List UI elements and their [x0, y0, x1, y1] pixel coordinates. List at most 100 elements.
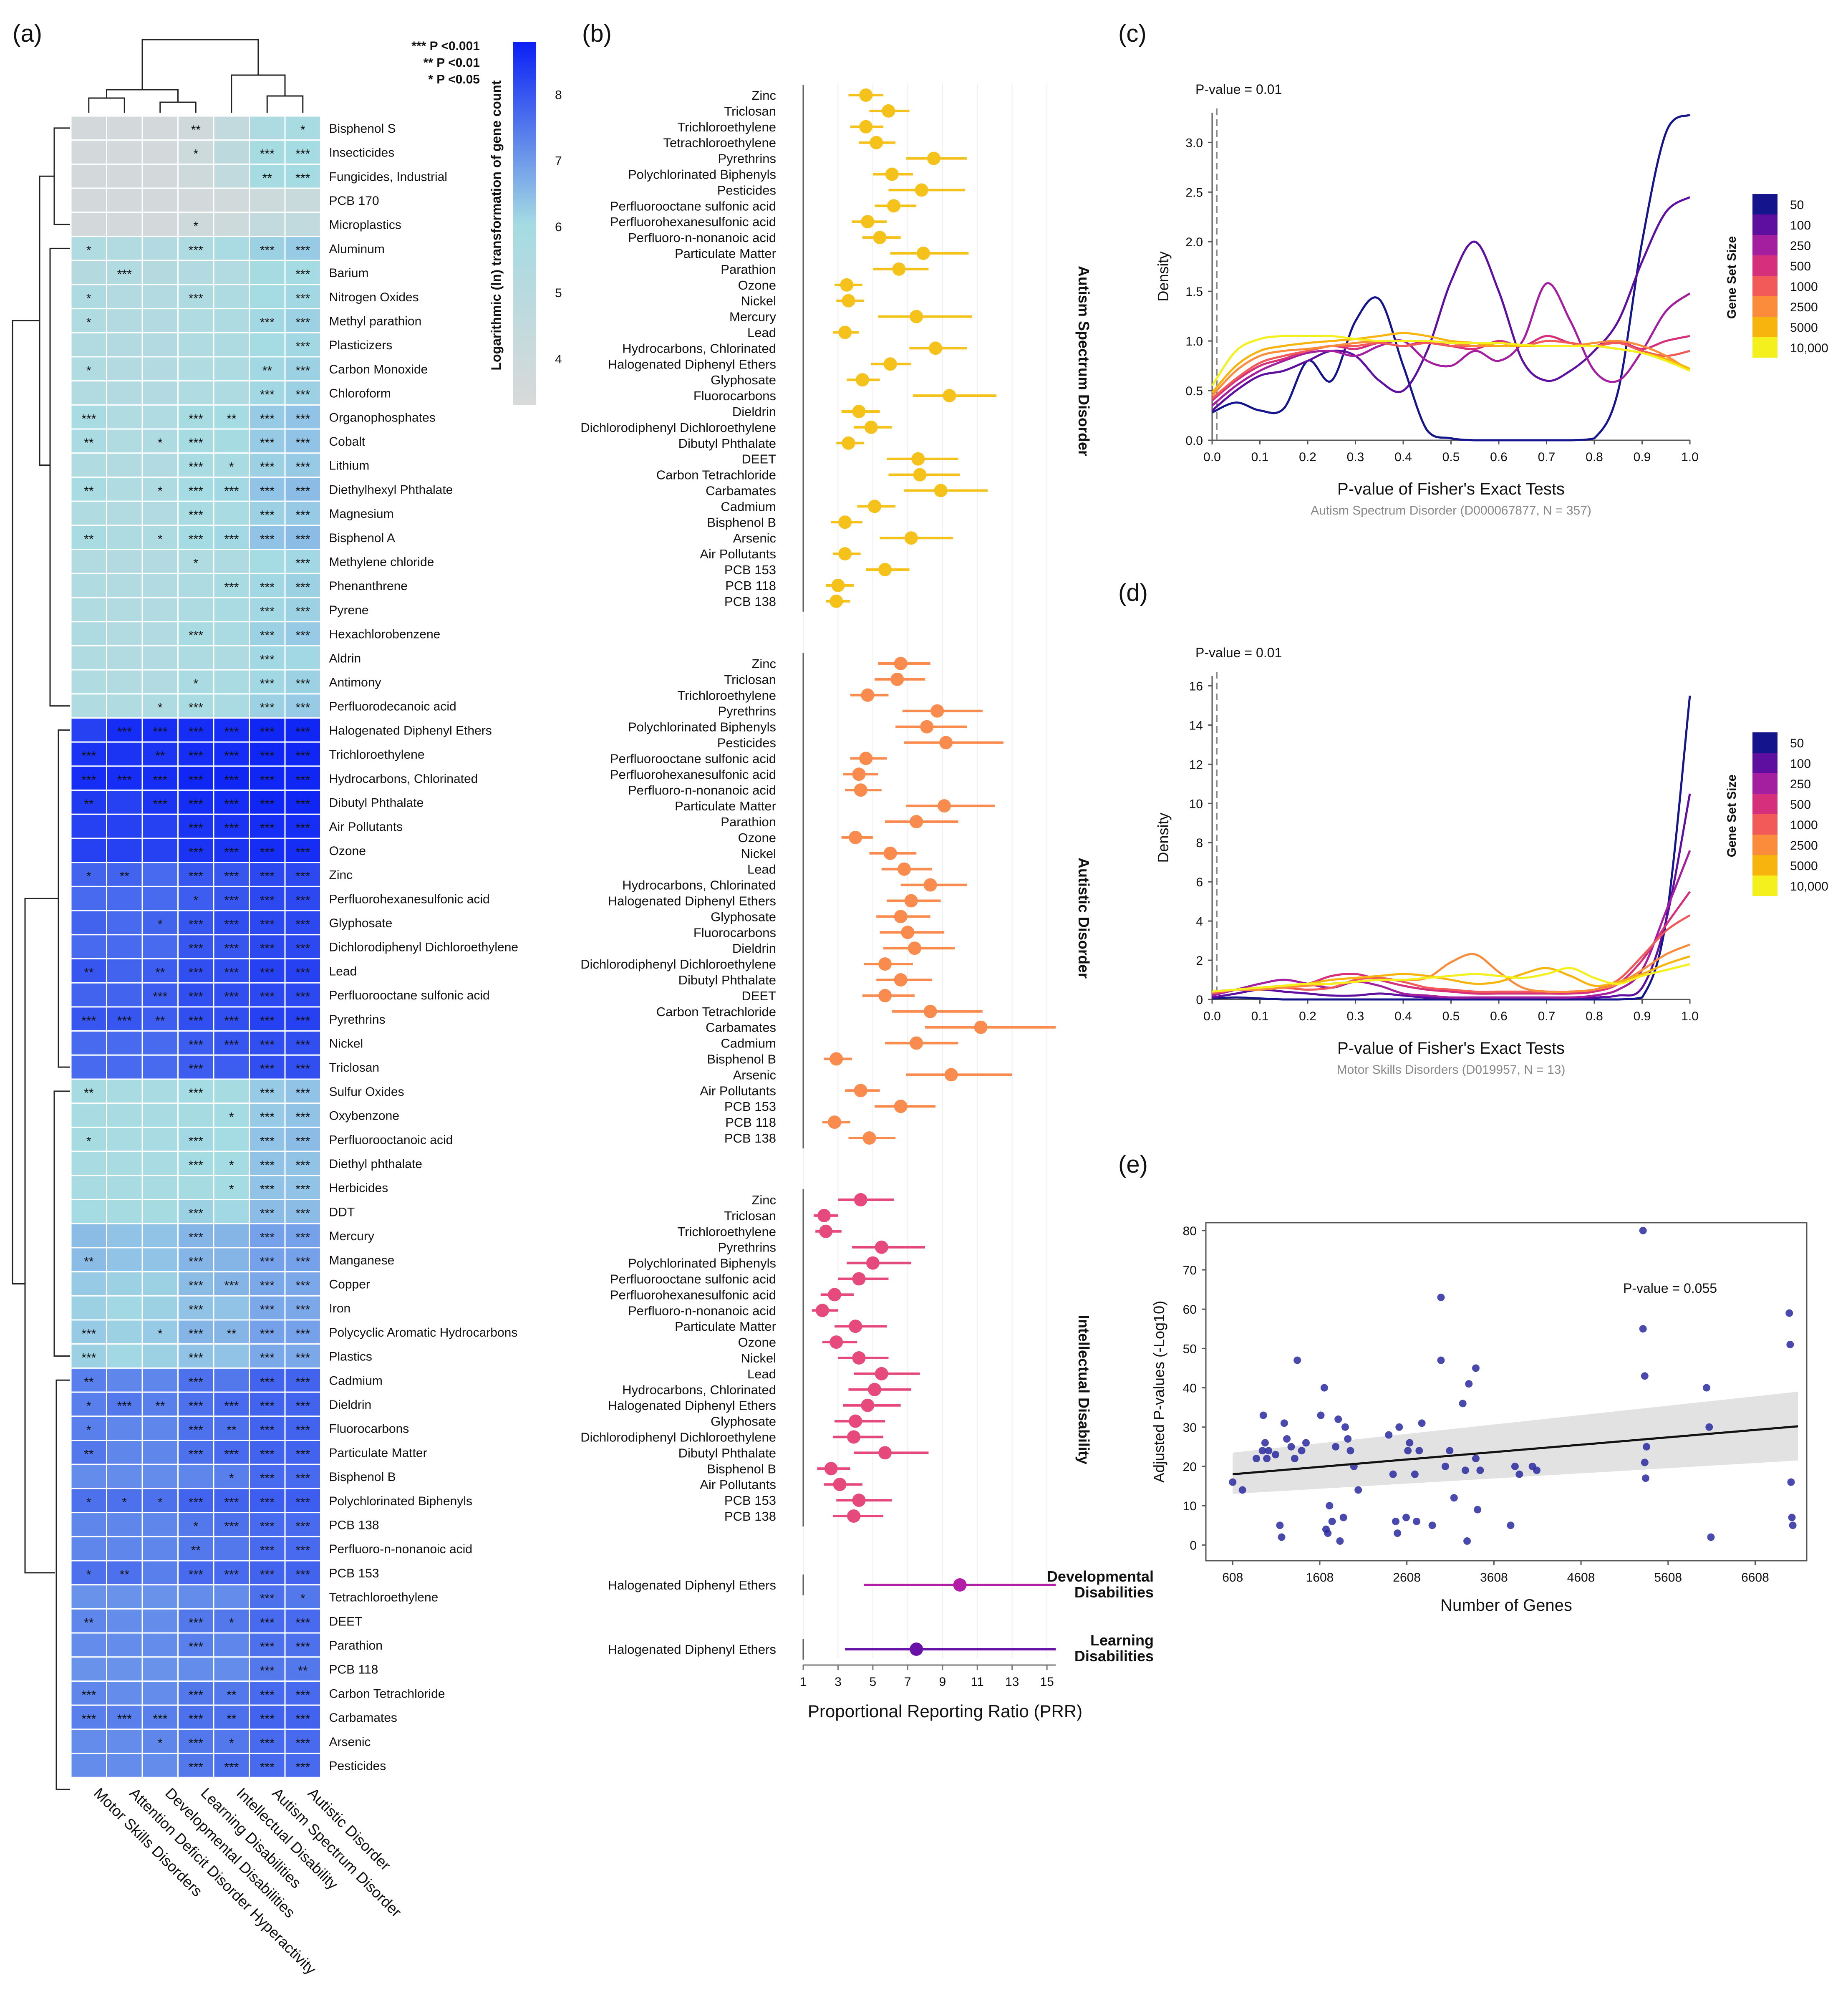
prr-point — [910, 1643, 923, 1656]
prr-point — [875, 1240, 888, 1254]
significance-mark: *** — [260, 484, 275, 498]
heatmap-cell — [177, 1391, 214, 1417]
scatter-point — [1641, 1474, 1649, 1482]
heatmap-cell — [106, 1512, 143, 1537]
significance-mark: *** — [260, 1712, 275, 1726]
significance-mark: * — [158, 484, 163, 498]
significance-mark: *** — [260, 1664, 275, 1678]
heatmap-cell — [284, 597, 321, 623]
heatmap-cell — [213, 1199, 250, 1224]
heatmap-row-label: Copper — [329, 1277, 370, 1291]
forest-row-label: Trichloroethylene — [677, 688, 776, 703]
heatmap-row-label: Perfluorohexanesulfonic acid — [329, 892, 490, 906]
scatter-y-tick-label: 40 — [1183, 1382, 1197, 1395]
forest-x-tick-label: 3 — [835, 1675, 842, 1689]
density-curve — [1212, 914, 1691, 995]
significance-mark: *** — [224, 1279, 239, 1292]
significance-mark: * — [158, 436, 163, 450]
heatmap-cell — [141, 1199, 179, 1224]
significance-mark: *** — [295, 773, 310, 787]
scatter-point — [1437, 1356, 1445, 1364]
forest-group-label: Intellectual Disability — [1075, 1315, 1092, 1464]
forest-row-label: Dichlorodiphenyl Dichloroethylene — [580, 1430, 776, 1445]
heatmap-cell — [213, 717, 250, 743]
heatmap-cell — [249, 862, 286, 887]
prr-point — [944, 1068, 958, 1082]
heatmap-cell — [70, 308, 107, 333]
heatmap-cell — [141, 1367, 179, 1393]
heatmap-cell — [141, 284, 179, 310]
heatmap-cell — [141, 452, 179, 478]
heatmap-cell — [106, 597, 143, 623]
heatmap-cell — [213, 1632, 250, 1658]
forest-group-label-line: Disabilities — [1074, 1584, 1154, 1601]
significance-mark: *** — [189, 1303, 203, 1317]
forest-row-label: Bisphenol B — [707, 515, 776, 530]
heatmap-cell — [284, 549, 321, 574]
heatmap-cell — [70, 525, 107, 550]
significance-mark: *** — [81, 412, 96, 426]
forest-x-axis-label: Proportional Reporting Ratio (PRR) — [808, 1701, 1082, 1721]
significance-mark: *** — [189, 1279, 203, 1292]
forest-row-label: Mercury — [729, 310, 776, 324]
scatter-frame — [1205, 1222, 1808, 1562]
heatmap-cell — [141, 139, 179, 165]
dendrogram-branch — [141, 39, 259, 90]
significance-mark: *** — [224, 1447, 239, 1461]
significance-mark: ** — [227, 1327, 237, 1341]
significance-mark: *** — [260, 1038, 275, 1052]
heatmap-cell — [249, 260, 286, 285]
heatmap-cell — [284, 669, 321, 695]
significance-mark: *** — [295, 1014, 310, 1028]
significance-mark: *** — [153, 797, 167, 811]
heatmap-cell — [177, 573, 214, 598]
prr-point — [840, 278, 854, 292]
scatter-point — [1253, 1455, 1261, 1463]
significance-mark: * — [158, 1327, 163, 1341]
significance-mark: * — [229, 1158, 234, 1172]
significance-mark: *** — [260, 412, 275, 426]
scatter-y-tick-label: 80 — [1183, 1224, 1197, 1238]
heatmap-cell — [106, 1680, 143, 1706]
scatter-point — [1293, 1356, 1301, 1364]
forest-row-label: Nickel — [741, 1351, 776, 1365]
forest-row-label: Perfluorohexanesulfonic acid — [610, 767, 776, 782]
heatmap-cell — [177, 163, 214, 189]
heatmap-cell — [106, 500, 143, 526]
heatmap-cell — [106, 1247, 143, 1273]
dendrogram-branch — [49, 247, 70, 707]
heatmap-cell — [141, 813, 179, 839]
heatmap-cell — [70, 1295, 107, 1321]
density-curve — [1212, 944, 1690, 993]
prr-point — [873, 231, 887, 245]
heatmap-cell — [284, 717, 321, 743]
significance-mark: *** — [295, 1519, 310, 1533]
significance-mark: * — [86, 870, 91, 883]
significance-mark: *** — [189, 701, 203, 715]
significance-mark: *** — [260, 845, 275, 859]
heatmap-row-label: Pyrene — [329, 603, 369, 617]
prr-point — [939, 736, 953, 749]
heatmap-cell — [284, 428, 321, 454]
heatmap-cell — [249, 1728, 286, 1754]
heatmap-cell — [70, 163, 107, 189]
heatmap-row-label: Polycyclic Aromatic Hydrocarbons — [329, 1326, 518, 1340]
prr-point — [828, 1288, 842, 1302]
heatmap-cell — [213, 1006, 250, 1032]
significance-mark: *** — [189, 1616, 203, 1630]
heatmap-cell — [141, 1319, 179, 1345]
scatter-point — [1472, 1455, 1480, 1463]
significance-mark: * — [300, 1592, 305, 1606]
significance-mark: *** — [117, 267, 132, 281]
heatmap-row-label: PCB 170 — [329, 194, 379, 208]
legend-title: Gene Set Size — [1725, 236, 1739, 319]
significance-mark: *** — [295, 1351, 310, 1365]
significance-mark: ** — [227, 412, 237, 426]
heatmap-cell — [213, 163, 250, 189]
forest-row-label: Ozone — [738, 1335, 776, 1350]
heatmap-cell — [141, 1536, 179, 1562]
significance-mark: *** — [295, 1568, 310, 1582]
significance-mark: *** — [117, 773, 132, 787]
significance-mark: *** — [295, 605, 310, 618]
heatmap-cell — [106, 1295, 143, 1321]
